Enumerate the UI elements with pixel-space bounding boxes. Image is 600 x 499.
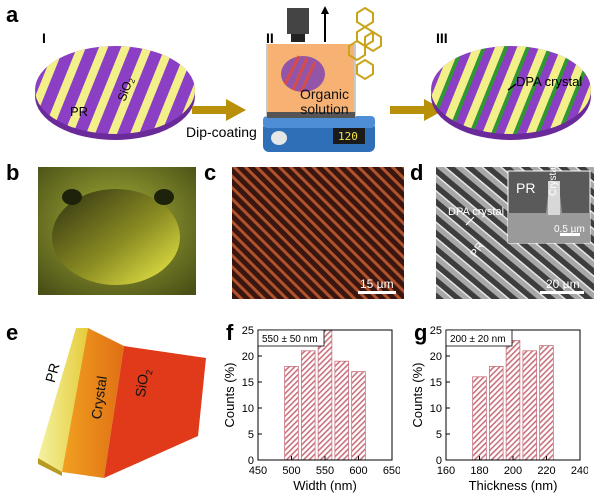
scalebar-c-label: 15 µm xyxy=(360,277,394,291)
y-tick-label: 20 xyxy=(242,351,254,363)
inset-crystal-label: Crystal xyxy=(548,164,559,196)
sem-dpa-crystal-label: DPA crystal xyxy=(448,206,505,218)
annotation-box xyxy=(445,329,513,347)
histogram-bar xyxy=(488,366,504,461)
x-tick-label: 600 xyxy=(349,465,367,477)
y-tick-label: 10 xyxy=(430,403,442,415)
histogram-bar xyxy=(284,366,299,461)
y-tick-label: 20 xyxy=(430,351,442,363)
histogram-bar xyxy=(334,360,350,461)
scalebar-d-label: 20 µm xyxy=(546,277,580,291)
histogram-bar xyxy=(317,329,333,461)
y-tick-label: 10 xyxy=(242,403,254,415)
y-tick-label: 0 xyxy=(436,455,442,467)
wafer-sio2-label: SiO2 xyxy=(115,75,138,104)
panel-label-f: f xyxy=(226,320,234,345)
annotation-box xyxy=(257,329,325,347)
dpa-molecule-icon xyxy=(348,6,382,81)
scalebar-d xyxy=(540,291,584,294)
dip-coating-setup xyxy=(263,6,375,152)
y-tick-label: 0 xyxy=(248,455,254,467)
histogram-bar xyxy=(522,350,538,461)
thickness-histogram: 160 180 200 220 240 0 5 10 15 20 25 Thickness (nm) C… xyxy=(410,325,588,493)
x-tick-label: 650 xyxy=(383,465,400,477)
inset-pr-label: PR xyxy=(516,180,536,196)
x-tick-label: 160 xyxy=(437,465,455,477)
panel-label-g: g xyxy=(414,320,428,345)
organic-solution-label: Organic solution xyxy=(300,87,349,117)
x-tick-label: 220 xyxy=(537,465,555,477)
process-arrow-2 xyxy=(390,99,444,121)
x-tick-label: 200 xyxy=(504,465,522,477)
panel-label-e: e xyxy=(6,320,19,345)
wafer-patterned: PR SiO2 xyxy=(35,46,195,140)
x-tick-label: 550 xyxy=(316,465,334,477)
afm-sio2-label: SiO2 xyxy=(132,369,155,399)
dip-coating-label: Dip-coating xyxy=(186,124,257,140)
optical-micrograph xyxy=(232,167,404,299)
histogram-bar xyxy=(351,371,366,461)
step-label-iii: III xyxy=(436,30,448,46)
organic-label-line1: Organic xyxy=(300,86,350,102)
x-axis-label: Width (nm) xyxy=(293,478,357,493)
wafer-pr-label: PR xyxy=(70,104,88,119)
y-axis-label: Counts (%) xyxy=(410,362,425,427)
panel-label-a: a xyxy=(6,2,19,27)
y-tick-label: 5 xyxy=(436,429,442,441)
x-tick-label: 240 xyxy=(571,465,588,477)
y-tick-label: 5 xyxy=(248,429,254,441)
x-tick-label: 500 xyxy=(282,465,300,477)
x-tick-label: 450 xyxy=(249,465,267,477)
width-histogram: 450 500 550 600 650 0 5 10 15 20 25 Width (nm) Count… xyxy=(222,325,400,493)
y-tick-label: 15 xyxy=(242,377,254,389)
step-label-ii: II xyxy=(266,30,274,46)
temperature-display: 120 xyxy=(338,130,358,143)
panel-label-b: b xyxy=(6,160,20,185)
y-axis-label: Counts (%) xyxy=(222,362,237,427)
annotation-label: 200 ± 20 nm xyxy=(450,334,506,345)
y-tick-label: 25 xyxy=(242,325,254,337)
histogram-bar xyxy=(539,345,554,461)
process-arrow-1 xyxy=(192,99,246,121)
dpa-crystal-label: DPA crystal xyxy=(516,74,583,89)
histogram-bar xyxy=(472,376,487,461)
y-tick-label: 15 xyxy=(430,377,442,389)
inset-scale-label: 0.5 µm xyxy=(554,224,585,235)
wafer-photo xyxy=(38,167,196,295)
x-axis-label: Thickness (nm) xyxy=(469,478,558,493)
histogram-bar xyxy=(300,350,316,461)
y-tick-label: 25 xyxy=(430,325,442,337)
histogram-bar xyxy=(505,339,521,461)
afm-3d-surface xyxy=(38,328,206,478)
panel-label-c: c xyxy=(204,160,217,185)
x-tick-label: 180 xyxy=(470,465,488,477)
step-label-i: I xyxy=(42,30,46,46)
organic-label-line2: solution xyxy=(300,101,349,117)
sem-image xyxy=(436,167,594,299)
annotation-label: 550 ± 50 nm xyxy=(262,334,318,345)
panel-label-d: d xyxy=(410,160,424,185)
wafer-with-crystals xyxy=(431,46,591,140)
